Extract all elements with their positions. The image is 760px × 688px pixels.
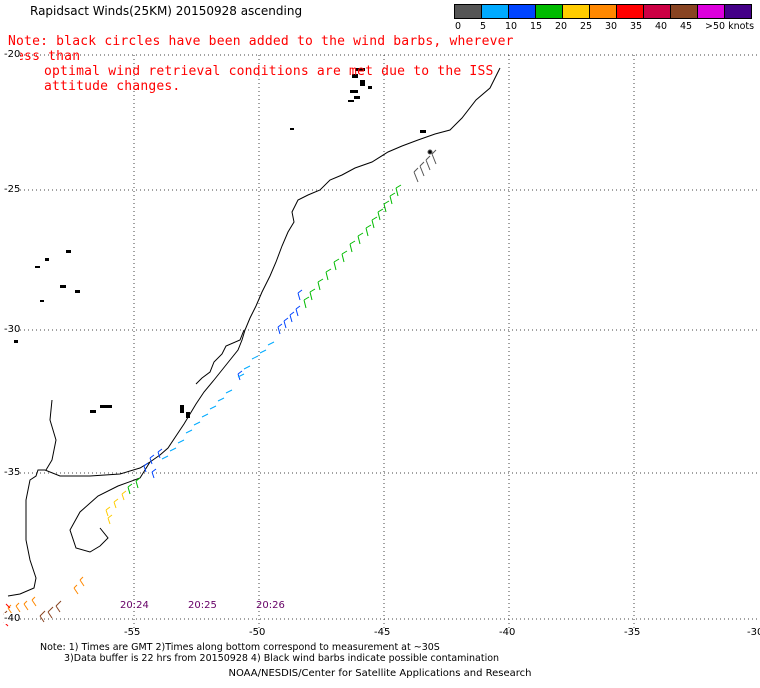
legend-swatch bbox=[481, 4, 509, 19]
legend-swatch bbox=[724, 4, 752, 19]
time-label: 20:24 bbox=[120, 600, 149, 611]
legend-label: 20 bbox=[555, 21, 568, 32]
legend-labels: 0 5 10 15 20 25 30 35 40 45 >50 knots bbox=[455, 19, 760, 33]
note-line-2: optimal wind retrieval conditions are me… bbox=[44, 64, 494, 94]
legend-swatch bbox=[454, 4, 482, 19]
legend-swatch bbox=[535, 4, 563, 19]
wind-barbs bbox=[3, 149, 437, 627]
legend-swatch bbox=[508, 4, 536, 19]
legend-label: 15 bbox=[530, 21, 543, 32]
lon-label: -30 bbox=[747, 627, 760, 638]
footer-line-2: 3)Data buffer is 22 hrs from 20150928 4)… bbox=[64, 653, 500, 664]
time-label: 20:25 bbox=[188, 600, 217, 611]
lat-lon-grid bbox=[8, 54, 760, 630]
legend-label: 5 bbox=[480, 21, 487, 32]
legend-label: 40 bbox=[655, 21, 668, 32]
legend-swatch bbox=[562, 4, 590, 19]
legend-swatch bbox=[616, 4, 644, 19]
lon-label: -35 bbox=[624, 627, 641, 638]
legend-swatch bbox=[589, 4, 617, 19]
lat-label: -25 bbox=[4, 184, 21, 195]
wind-speed-legend: 0 5 10 15 20 25 30 35 40 45 >50 knots bbox=[454, 4, 760, 33]
note-line-1: Note: black circles have been added to t… bbox=[8, 34, 514, 64]
lat-label: -30 bbox=[4, 324, 21, 335]
credit-line: NOAA/NESDIS/Center for Satellite Applica… bbox=[228, 668, 532, 679]
lon-label: -55 bbox=[124, 627, 141, 638]
lat-label: -35 bbox=[4, 467, 21, 478]
attitude-note: Note: black circles have been added to t… bbox=[8, 34, 548, 94]
legend-label: 35 bbox=[630, 21, 643, 32]
coastline bbox=[7, 67, 501, 597]
legend-label: 45 bbox=[680, 21, 693, 32]
map-title: Rapidsact Winds(25KM) 20150928 ascending bbox=[30, 4, 303, 18]
legend-color-bar bbox=[454, 4, 760, 19]
lon-label: -50 bbox=[249, 627, 266, 638]
legend-label: 10 bbox=[505, 21, 518, 32]
legend-label: 30 bbox=[605, 21, 618, 32]
legend-label: 0 bbox=[455, 21, 462, 32]
lat-label: -20 bbox=[4, 49, 21, 60]
lat-label: -40 bbox=[4, 613, 21, 624]
legend-swatch bbox=[697, 4, 725, 19]
lon-label: -40 bbox=[499, 627, 516, 638]
footer-notes: Note: 1) Times are GMT 2)Times along bot… bbox=[40, 642, 499, 664]
time-label: 20:26 bbox=[256, 600, 285, 611]
legend-label: 25 bbox=[580, 21, 593, 32]
legend-swatch bbox=[670, 4, 698, 19]
lon-label: -45 bbox=[374, 627, 391, 638]
legend-label: >50 knots bbox=[705, 21, 755, 32]
islands-inland-lakes bbox=[14, 68, 426, 418]
legend-swatch bbox=[643, 4, 671, 19]
footer-line-1: Note: 1) Times are GMT 2)Times along bot… bbox=[40, 642, 440, 653]
